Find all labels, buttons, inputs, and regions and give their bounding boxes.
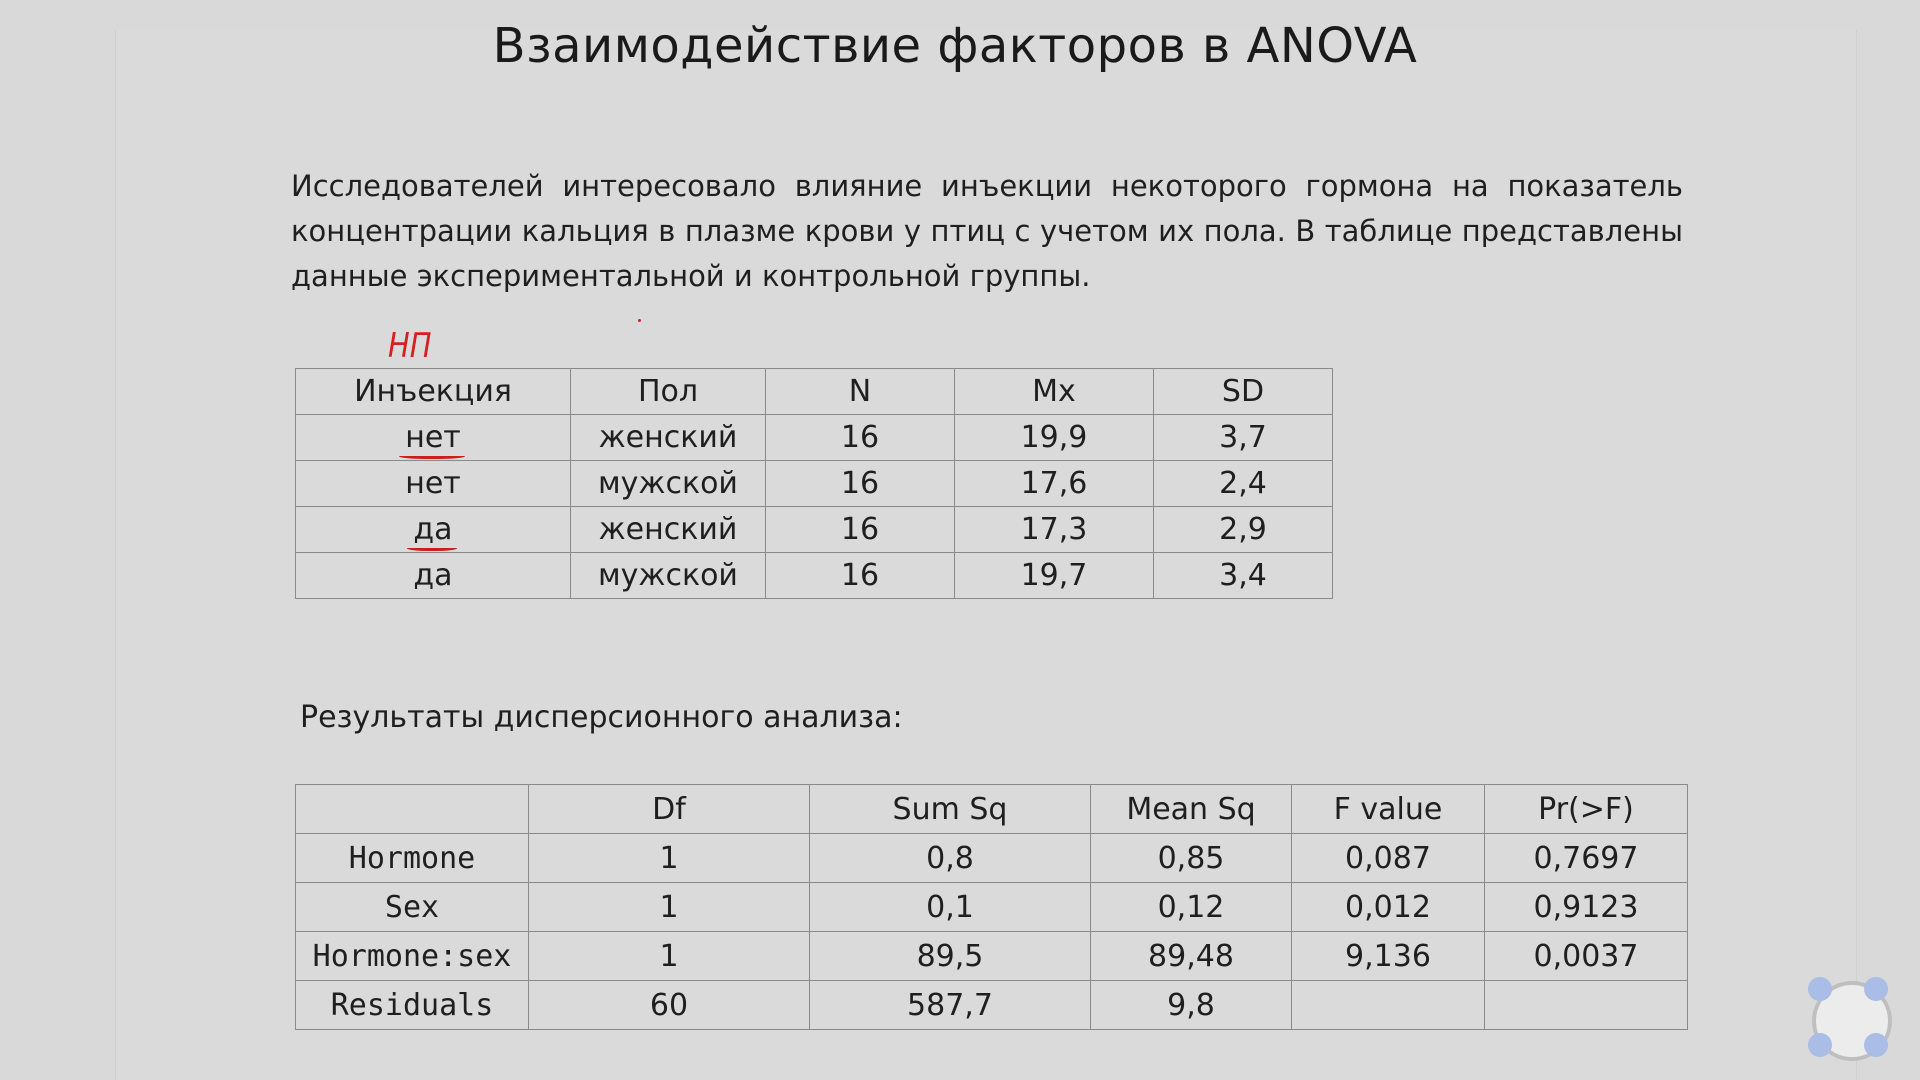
table-cell: 0,0037 [1484, 931, 1688, 981]
table-row: да женский 16 17,3 2,9 [295, 506, 1333, 553]
table-cell: 0,1 [809, 882, 1091, 932]
table-row: нет мужской 16 17,6 2,4 [295, 460, 1333, 507]
anova-table: Df Sum Sq Mean Sq F value Pr(>F) Hormone… [295, 784, 1688, 1030]
header-cell: Инъекция [295, 368, 571, 415]
annotation-dot [638, 319, 641, 322]
table-cell: 0,85 [1090, 833, 1292, 883]
slide-title: Взаимодействие факторов в ANOVA [492, 18, 1418, 74]
table-cell [1291, 980, 1485, 1030]
row-label: Hormone:sex [295, 931, 529, 981]
descriptives-table: Инъекция Пол N Mx SD нет женский 16 19,9… [295, 368, 1333, 599]
header-cell: Mx [954, 368, 1154, 415]
table-cell: 19,7 [954, 552, 1154, 599]
table-cell: да [295, 506, 571, 553]
table-cell: да [295, 552, 571, 599]
table-cell: 0,9123 [1484, 882, 1688, 932]
underlined-value: да [407, 512, 457, 551]
table-cell [1484, 980, 1688, 1030]
table-row: нет женский 16 19,9 3,7 [295, 414, 1333, 461]
navigator-dot-top-right [1864, 977, 1888, 1001]
header-cell: F value [1291, 784, 1485, 834]
table-row: Sex 1 0,1 0,12 0,012 0,9123 [295, 882, 1688, 932]
table-cell: 1 [528, 882, 810, 932]
table-cell: 0,7697 [1484, 833, 1688, 883]
table-header-row: Инъекция Пол N Mx SD [295, 368, 1333, 415]
header-cell: Mean Sq [1090, 784, 1292, 834]
header-cell: N [765, 368, 955, 415]
table-cell: 89,48 [1090, 931, 1292, 981]
header-cell: Pr(>F) [1484, 784, 1688, 834]
header-cell: SD [1153, 368, 1333, 415]
table-cell: 2,4 [1153, 460, 1333, 507]
intro-paragraph: Исследователей интересовало влияние инъе… [291, 169, 1683, 293]
row-label: Hormone [295, 833, 529, 883]
table-cell: 17,6 [954, 460, 1154, 507]
table-cell: 16 [765, 552, 955, 599]
header-cell: Sum Sq [809, 784, 1091, 834]
table-cell: 9,136 [1291, 931, 1485, 981]
navigator-dot-top-left [1808, 977, 1832, 1001]
table-cell: женский [570, 414, 766, 461]
header-cell: Df [528, 784, 810, 834]
table-row: Hormone 1 0,8 0,85 0,087 0,7697 [295, 833, 1688, 883]
underlined-value: нет [399, 420, 465, 459]
table-cell: мужской [570, 460, 766, 507]
table-cell: 587,7 [809, 980, 1091, 1030]
table-cell: 16 [765, 460, 955, 507]
header-cell [295, 784, 529, 834]
table-cell: 1 [528, 931, 810, 981]
table-cell: женский [570, 506, 766, 553]
slide-navigator-icon[interactable] [1804, 973, 1894, 1063]
navigator-dot-bottom-left [1808, 1033, 1832, 1057]
table-cell: 19,9 [954, 414, 1154, 461]
row-label: Residuals [295, 980, 529, 1030]
table-cell: 17,3 [954, 506, 1154, 553]
navigator-dot-bottom-right [1864, 1033, 1888, 1057]
table-cell: 0,087 [1291, 833, 1485, 883]
table-cell: 9,8 [1090, 980, 1292, 1030]
table-cell: 0,8 [809, 833, 1091, 883]
table-row: да мужской 16 19,7 3,4 [295, 552, 1333, 599]
table-cell: 16 [765, 414, 955, 461]
table-cell: 2,9 [1153, 506, 1333, 553]
table-cell: 3,7 [1153, 414, 1333, 461]
table-cell: 60 [528, 980, 810, 1030]
table-cell: 0,12 [1090, 882, 1292, 932]
handwritten-annotation: НП [388, 326, 432, 366]
table-cell: 1 [528, 833, 810, 883]
table-cell: 89,5 [809, 931, 1091, 981]
table-cell: 0,012 [1291, 882, 1485, 932]
results-caption: Результаты дисперсионного анализа: [300, 700, 903, 735]
header-cell: Пол [570, 368, 766, 415]
table-row: Residuals 60 587,7 9,8 [295, 980, 1688, 1030]
table-cell: 16 [765, 506, 955, 553]
table-cell: мужской [570, 552, 766, 599]
row-label: Sex [295, 882, 529, 932]
table-cell: нет [295, 414, 571, 461]
table-cell: 3,4 [1153, 552, 1333, 599]
table-row: Hormone:sex 1 89,5 89,48 9,136 0,0037 [295, 931, 1688, 981]
table-cell: нет [295, 460, 571, 507]
table-header-row: Df Sum Sq Mean Sq F value Pr(>F) [295, 784, 1688, 834]
